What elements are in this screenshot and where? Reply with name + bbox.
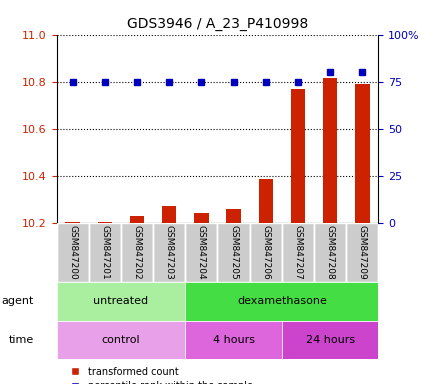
Bar <box>89 223 121 282</box>
Bar <box>56 223 89 282</box>
Bar <box>258 179 273 223</box>
Text: GSM847202: GSM847202 <box>132 225 141 280</box>
Text: GSM847208: GSM847208 <box>325 225 334 280</box>
Legend: transformed count, percentile rank within the sample: transformed count, percentile rank withi… <box>61 362 256 384</box>
Bar <box>281 321 378 359</box>
Text: dexamethasone: dexamethasone <box>237 296 326 306</box>
Bar <box>185 282 378 321</box>
Title: GDS3946 / A_23_P410998: GDS3946 / A_23_P410998 <box>127 17 307 31</box>
Bar <box>56 282 185 321</box>
Text: time: time <box>9 335 34 345</box>
Bar <box>281 223 313 282</box>
Text: GSM847201: GSM847201 <box>100 225 109 280</box>
Bar <box>161 206 176 223</box>
Bar <box>121 223 153 282</box>
Text: 24 hours: 24 hours <box>305 335 354 345</box>
Bar <box>185 223 217 282</box>
Bar <box>249 223 281 282</box>
Bar <box>194 213 208 223</box>
Text: agent: agent <box>2 296 34 306</box>
Bar <box>56 321 185 359</box>
Text: GSM847204: GSM847204 <box>197 225 205 280</box>
Bar <box>290 89 305 223</box>
Bar <box>97 222 112 223</box>
Text: GSM847209: GSM847209 <box>357 225 366 280</box>
Text: untreated: untreated <box>93 296 148 306</box>
Bar <box>65 222 80 223</box>
Bar <box>185 321 281 359</box>
Text: GSM847205: GSM847205 <box>229 225 237 280</box>
Text: 4 hours: 4 hours <box>212 335 254 345</box>
Bar <box>345 223 378 282</box>
Bar <box>129 216 144 223</box>
Text: GSM847206: GSM847206 <box>261 225 270 280</box>
Bar <box>153 223 185 282</box>
Text: GSM847207: GSM847207 <box>293 225 302 280</box>
Bar <box>313 223 345 282</box>
Text: GSM847203: GSM847203 <box>164 225 173 280</box>
Bar <box>226 209 240 223</box>
Bar <box>217 223 249 282</box>
Text: GSM847200: GSM847200 <box>68 225 77 280</box>
Bar <box>322 78 337 223</box>
Bar <box>354 84 369 223</box>
Text: control: control <box>102 335 140 345</box>
